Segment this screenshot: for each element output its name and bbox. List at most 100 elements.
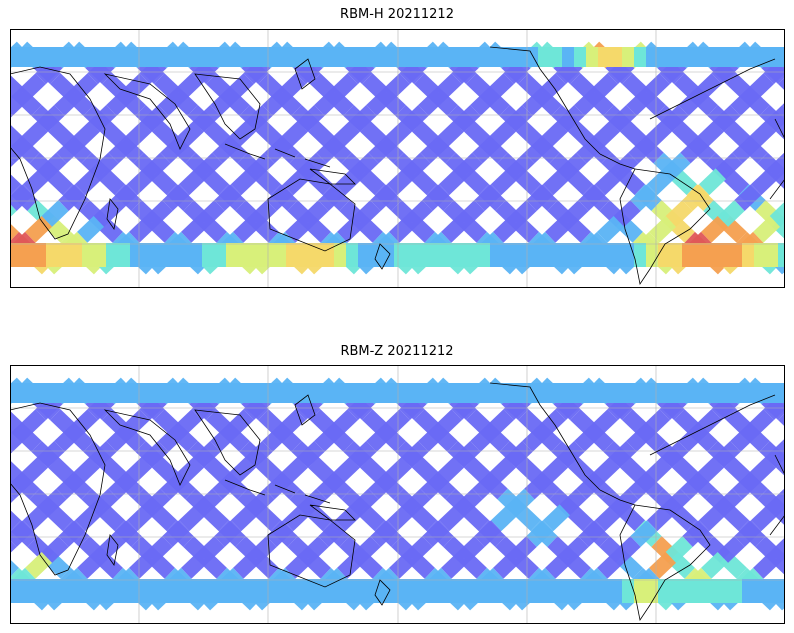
rbm-z-swath-segment	[332, 456, 360, 484]
rbm-h-coastline	[267, 178, 356, 252]
rbm-z-gridlines	[10, 365, 785, 624]
rbm-z-band-cell	[226, 383, 238, 403]
rbm-z-swath-segment	[210, 425, 238, 452]
rbm-z-swath-segment	[694, 409, 722, 437]
rbm-h-swath-segment	[178, 168, 206, 196]
rbm-h-swath-segment	[228, 120, 256, 148]
rbm-z-swath-segment	[150, 504, 178, 532]
rbm-h-swath-segment	[202, 168, 230, 196]
rbm-z-swath-segment	[18, 409, 46, 437]
rbm-z-swath-segment	[58, 520, 86, 548]
rbm-h-swath-segment	[774, 168, 785, 190]
rbm-z-band-cell	[34, 579, 46, 603]
rbm-z-swath-segment	[10, 520, 34, 548]
rbm-h-band-cell	[34, 243, 46, 267]
rbm-h-band-cell	[58, 47, 70, 67]
rbm-z-swath-segment	[46, 504, 74, 532]
rbm-h-swath-segment	[724, 120, 752, 148]
rbm-h-swath-segment	[334, 168, 362, 196]
rbm-h-swath-segment	[713, 104, 741, 132]
rbm-h-band-cell	[682, 243, 694, 267]
rbm-h-band-cell	[190, 243, 202, 267]
rbm-z-swath-segment	[455, 488, 483, 516]
rbm-h-band-cell	[346, 47, 358, 67]
rbm-h-band-cell	[202, 47, 214, 67]
rbm-h-band-cell	[766, 47, 778, 67]
map-panel-rbm-h	[10, 29, 785, 288]
rbm-z-band-cell	[298, 383, 310, 403]
rbm-z-swath-segment	[696, 456, 724, 484]
rbm-h-band-cell	[490, 47, 502, 67]
rbm-h-swath-segment	[233, 215, 261, 243]
rbm-h-band-cell	[202, 243, 214, 267]
rbm-z-band-cell	[706, 579, 718, 603]
rbm-h-coastline	[106, 198, 119, 230]
rbm-z-band-cell	[466, 579, 478, 603]
rbm-h-swath-segment	[649, 215, 677, 243]
rbm-z-swath-segment	[732, 472, 760, 500]
rbm-z-swath-segment	[698, 504, 726, 532]
rbm-z-swath-segment	[41, 536, 69, 563]
rbm-h-band-cell	[406, 243, 418, 267]
rbm-h-band-cell	[166, 243, 178, 267]
rbm-z-swath-segment	[538, 409, 566, 437]
rbm-h-band-cell	[286, 243, 298, 267]
rbm-z-swath-segment	[256, 456, 284, 484]
rbm-z-swath-segment	[108, 472, 136, 500]
rbm-h-swath-segment	[462, 168, 490, 196]
rbm-h-swath-segment	[247, 152, 275, 180]
rbm-h-swath-segment	[715, 152, 743, 180]
rbm-h-band-cell	[730, 47, 742, 67]
rbm-h-swath-segment	[538, 73, 566, 101]
rbm-z-swath-segment	[214, 520, 242, 548]
rbm-h-swath-segment	[665, 200, 693, 227]
rbm-h-band-cell	[238, 47, 250, 67]
rbm-h-coastline	[309, 168, 356, 185]
rbm-z-band-cell	[502, 383, 514, 403]
rbm-z-band-cell	[82, 579, 94, 603]
rbm-h-swath-segment	[318, 184, 346, 212]
rbm-z-swath-segment	[730, 425, 758, 452]
rbm-h-swath-segment	[514, 168, 542, 196]
rbm-z-band-cell	[406, 579, 418, 603]
rbm-z-polar-bands	[10, 383, 785, 603]
rbm-h-swath-segment	[280, 120, 308, 148]
rbm-h-swath-segment	[10, 184, 34, 212]
rbm-z-band-cell	[694, 383, 706, 403]
rbm-h-swath-segment	[366, 89, 394, 116]
rbm-h-swath-segment	[195, 152, 223, 180]
rbm-h-band-cell	[574, 47, 586, 67]
rbm-h-band-cell	[358, 243, 370, 267]
rbm-z-band-cell	[718, 383, 730, 403]
rbm-z-swath-segment	[753, 551, 781, 579]
rbm-h-swath-segment	[193, 104, 221, 132]
rbm-h-swath-segment	[72, 120, 100, 148]
rbm-z-band-cell	[106, 579, 118, 603]
rbm-z-swath-segment	[193, 440, 221, 468]
rbm-h-swath-segment	[108, 136, 136, 164]
rbm-z-band-cell	[538, 579, 550, 603]
rbm-z-coastline	[194, 409, 261, 476]
rbm-h-swath-segment	[360, 120, 388, 148]
rbm-h-band-cell	[334, 47, 346, 67]
rbm-h-band-cell	[478, 47, 490, 67]
rbm-z-band-cell	[658, 383, 670, 403]
rbm-h-band-cell	[298, 243, 310, 267]
rbm-h-coastline	[294, 58, 316, 90]
rbm-z-band-cell	[214, 383, 226, 403]
rbm-h-band-cell	[106, 243, 118, 267]
rbm-z-swath-segment	[124, 456, 152, 484]
rbm-z-swath-segment	[767, 488, 785, 516]
rbm-h-band-cell	[730, 243, 742, 267]
rbm-h-band-cell	[754, 243, 766, 267]
rbm-z-swath-segment	[405, 536, 433, 563]
rbm-h-band-cell	[310, 243, 322, 267]
rbm-h-swath-segment	[701, 215, 729, 243]
rbm-z-swath-segment	[630, 520, 658, 548]
rbm-h-band-cell	[274, 47, 286, 67]
rbm-h-band-cell	[514, 243, 526, 267]
rbm-z-swath-segment	[457, 536, 485, 563]
rbm-h-swath-segment	[418, 89, 446, 116]
rbm-z-band-cell	[430, 383, 442, 403]
rbm-z-swath-segment	[576, 472, 604, 500]
